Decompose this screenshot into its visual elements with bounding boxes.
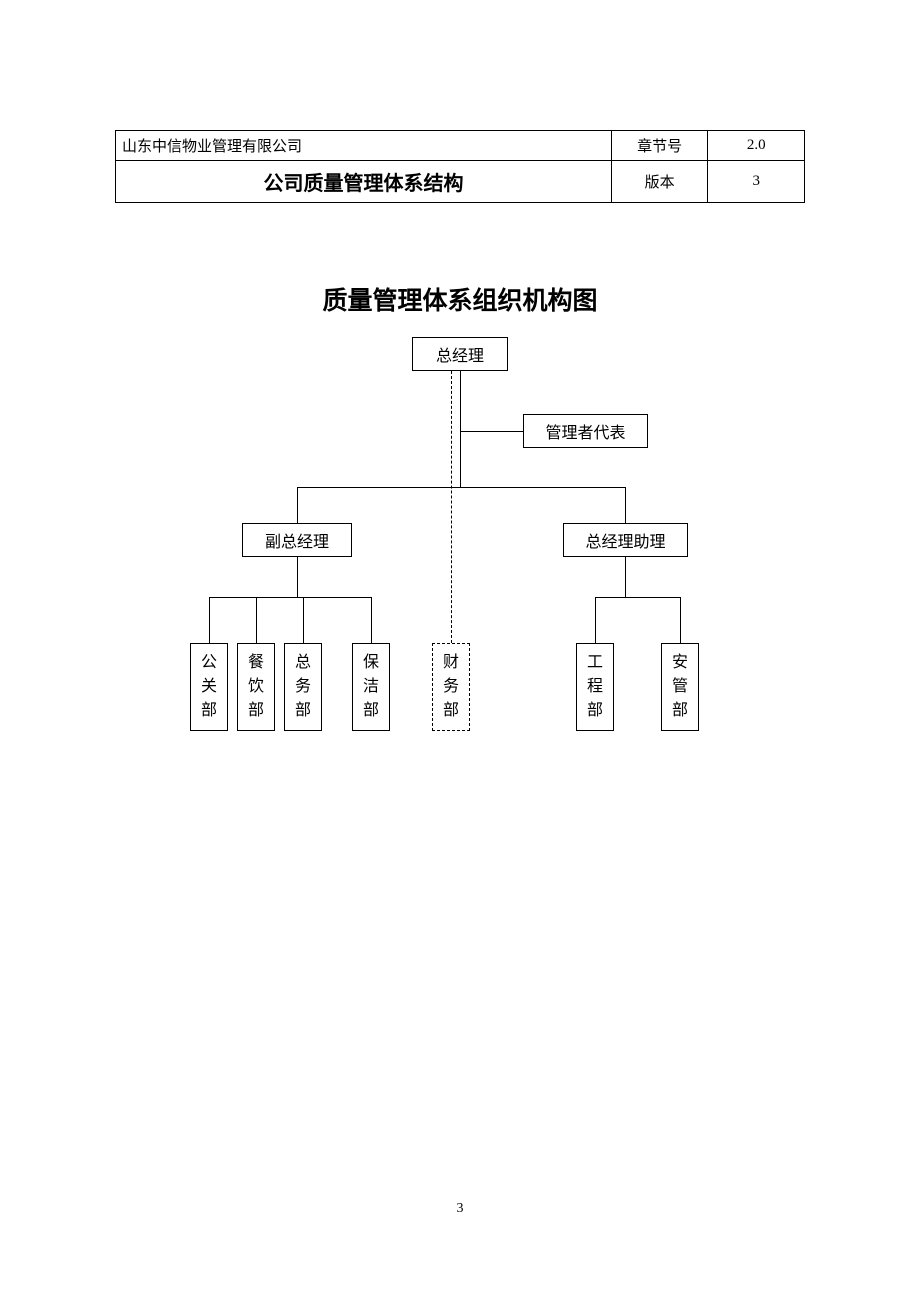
node-deputy: 副总经理 bbox=[242, 523, 352, 557]
node-gm: 总经理 bbox=[412, 337, 508, 371]
node-finance: 财务部 bbox=[432, 643, 470, 731]
node-pr: 公关部 bbox=[190, 643, 228, 731]
version-value: 3 bbox=[708, 161, 805, 203]
version-label: 版本 bbox=[611, 161, 708, 203]
node-rep: 管理者代表 bbox=[523, 414, 648, 448]
node-assist: 总经理助理 bbox=[563, 523, 688, 557]
node-eng: 工程部 bbox=[576, 643, 614, 731]
org-chart: 总经理管理者代表副总经理 总经理助理公关部餐饮部总务部保洁部 财务部 工程部 安管部 bbox=[115, 337, 805, 777]
node-general: 总务部 bbox=[284, 643, 322, 731]
node-food: 餐饮部 bbox=[237, 643, 275, 731]
node-security: 安管部 bbox=[661, 643, 699, 731]
page-title: 质量管理体系组织机构图 bbox=[115, 281, 805, 317]
header-table: 山东中信物业管理有限公司 章节号 2.0 公司质量管理体系结构 版本 3 bbox=[115, 130, 805, 203]
company-name: 山东中信物业管理有限公司 bbox=[116, 131, 612, 161]
page-number: 3 bbox=[0, 1201, 920, 1217]
header-subtitle: 公司质量管理体系结构 bbox=[116, 161, 612, 203]
node-clean: 保洁部 bbox=[352, 643, 390, 731]
chapter-label: 章节号 bbox=[611, 131, 708, 161]
chapter-value: 2.0 bbox=[708, 131, 805, 161]
